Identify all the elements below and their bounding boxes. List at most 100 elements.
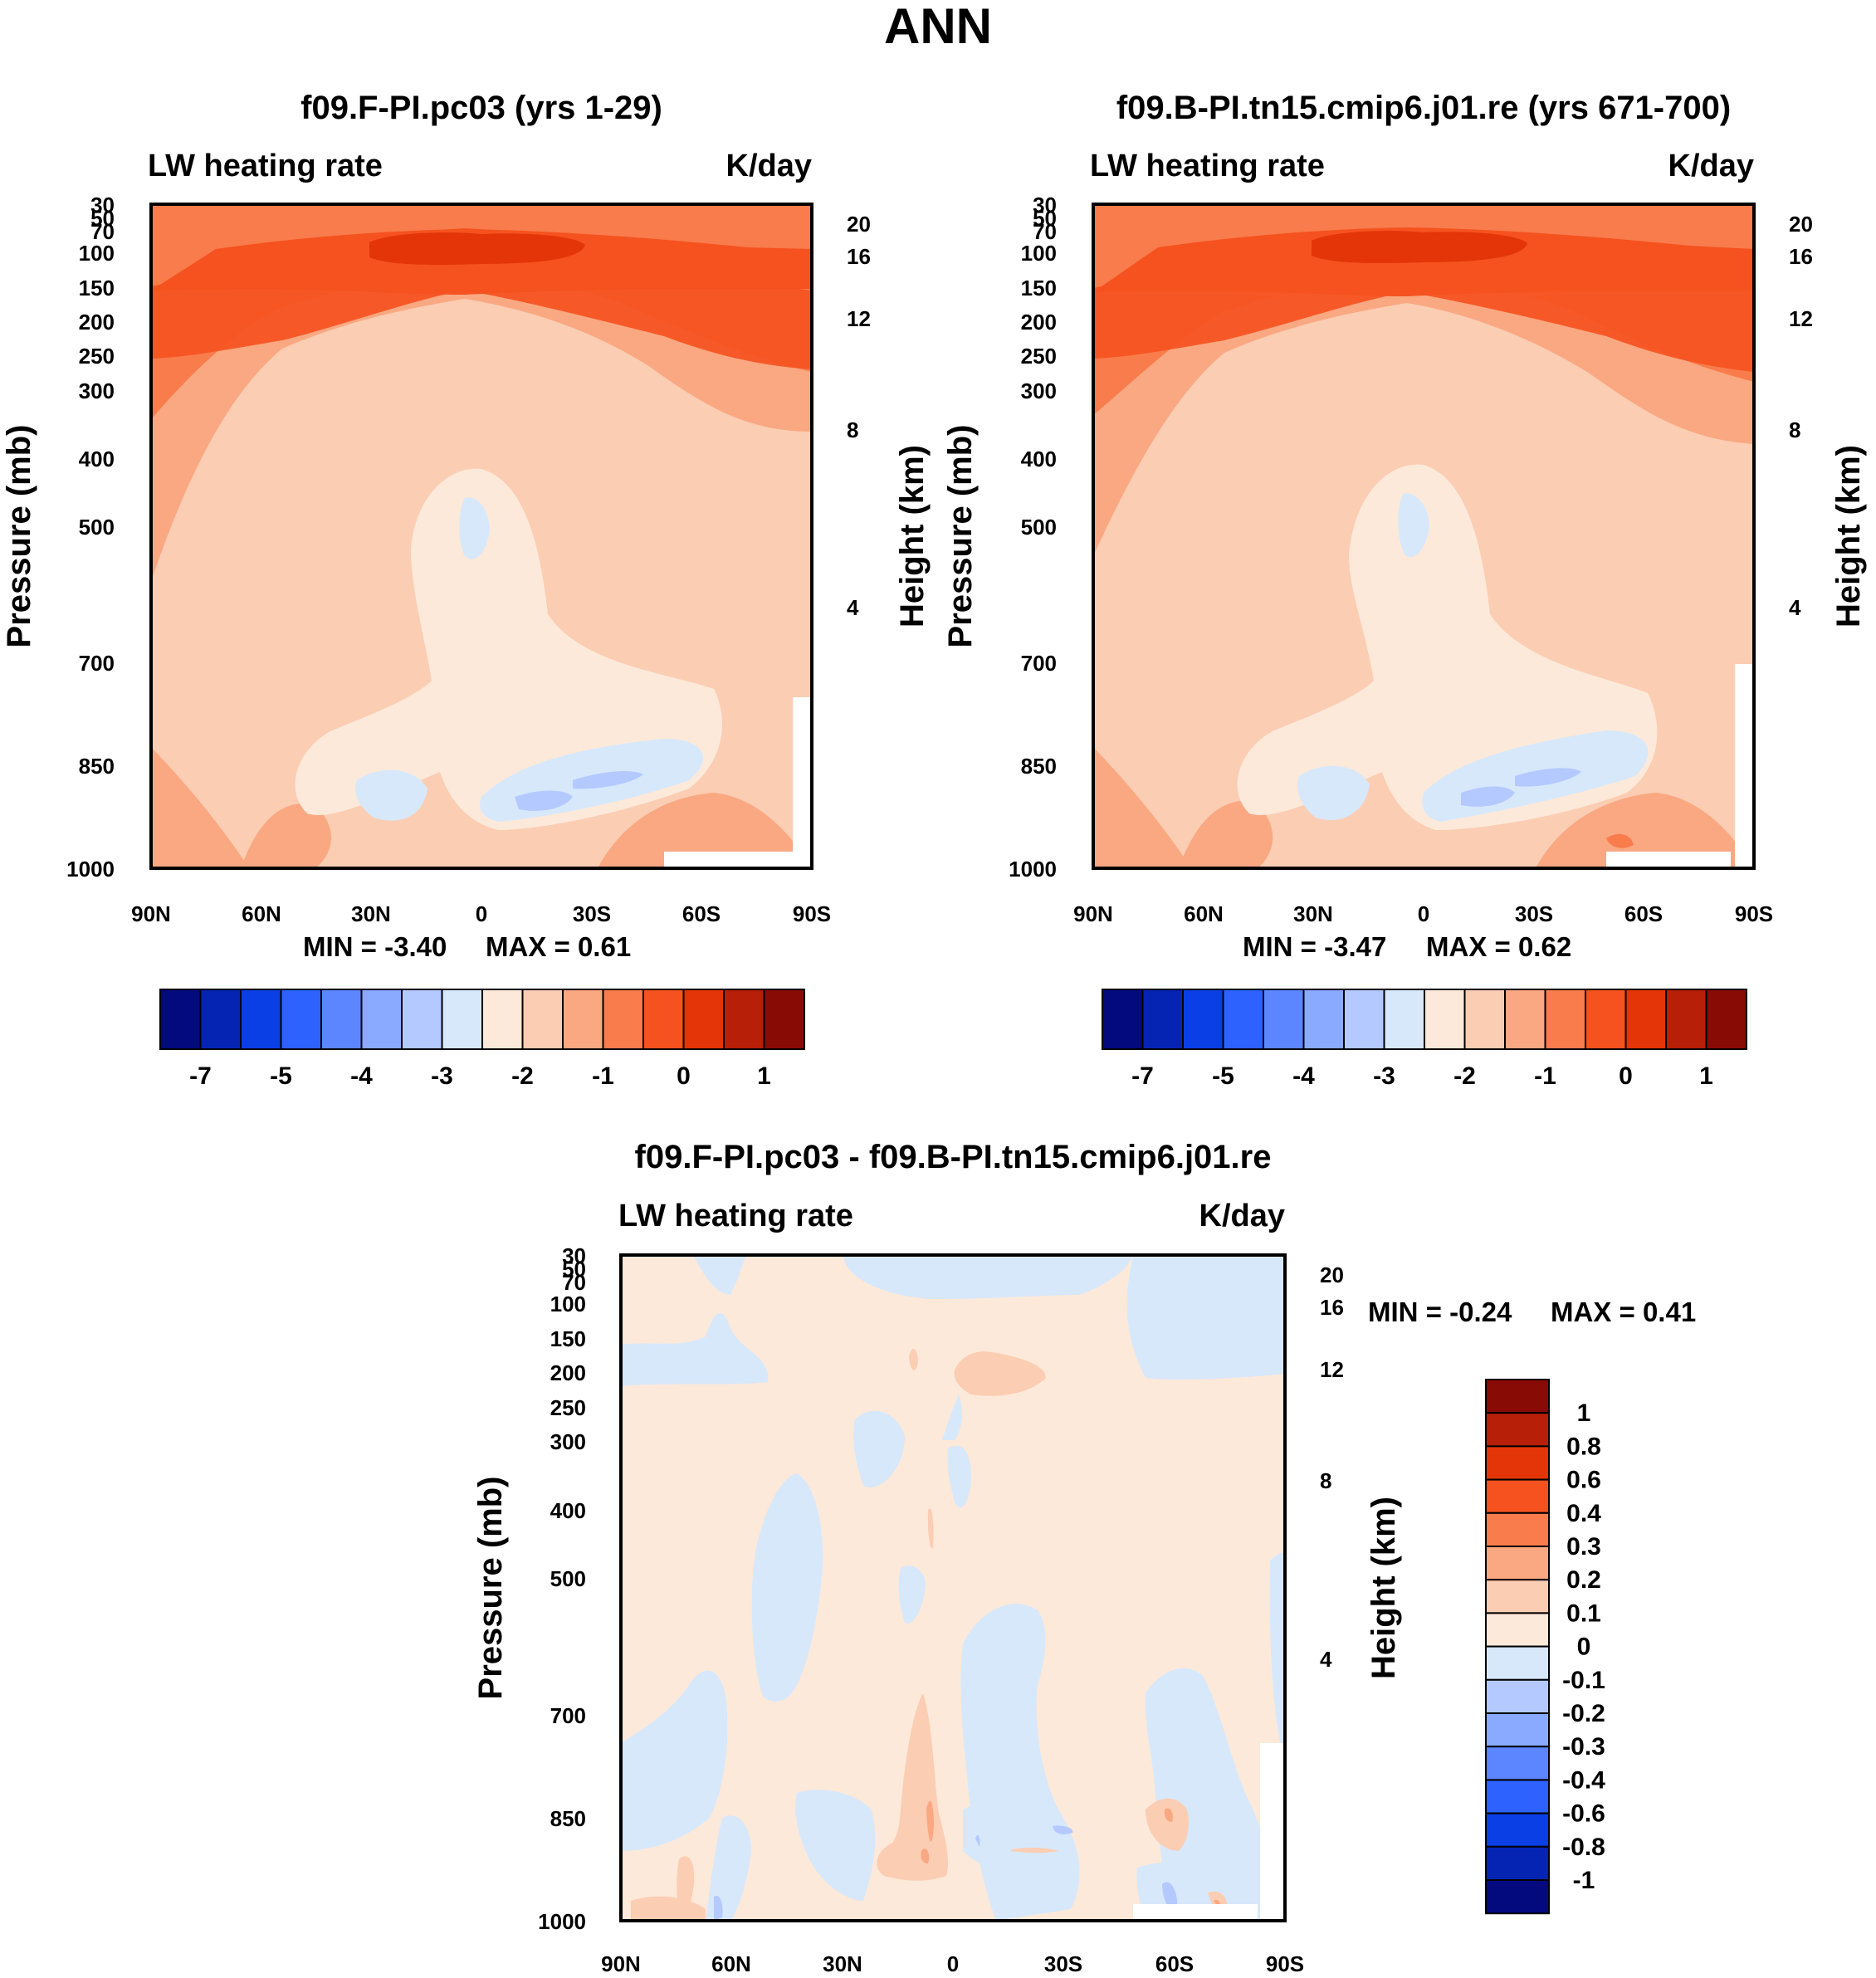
colorbar-swatch: [1485, 1712, 1550, 1748]
colorbar-swatch: [1504, 989, 1546, 1050]
colorbar-label: -0.8: [1562, 1834, 1605, 1861]
contour-band: [1053, 1825, 1073, 1834]
contour-band: [1093, 204, 1754, 291]
height-tick-label: 16: [1789, 244, 1813, 269]
x-tick-label: 90N: [601, 1951, 641, 1976]
contour-band: [1269, 1552, 1285, 1760]
colorbar-label: 1: [1577, 1399, 1591, 1427]
y-axis-title: Pressure (mb): [1, 425, 37, 648]
colorbar-swatch: [360, 989, 403, 1050]
colorbar-swatch: [441, 989, 483, 1050]
colorbar-swatch: [1485, 1612, 1550, 1648]
x-tick-label: 90S: [1266, 1951, 1304, 1976]
x-tick-label: 30N: [823, 1951, 862, 1976]
y-tick-label: 200: [1021, 310, 1057, 335]
missing-data: [1606, 852, 1731, 868]
missing-data: [1133, 1904, 1258, 1921]
colorbar-swatch: [642, 989, 685, 1050]
x-tick-label: 60S: [1155, 1951, 1194, 1976]
contour-field: [621, 1255, 1285, 1921]
y-tick-label: 850: [1021, 754, 1057, 779]
colorbar-swatch: [1485, 1645, 1550, 1681]
colorbar-label: 0: [1577, 1634, 1591, 1661]
contour-band: [151, 747, 249, 868]
x-tick-label: 60N: [1184, 901, 1224, 926]
x-tick-label: 0: [1418, 901, 1429, 926]
min-value: MIN = -0.24: [1368, 1297, 1512, 1327]
height-tick-label: 16: [847, 244, 871, 269]
colorbar-swatch: [1485, 1779, 1550, 1814]
x-tick-label: 0: [476, 901, 487, 926]
x-tick-label: 60N: [242, 901, 281, 926]
contour-band: [1145, 1668, 1285, 1921]
x-tick-label: 90S: [1735, 901, 1773, 926]
y-tick-label: 30: [562, 1243, 586, 1268]
contour-band: [355, 769, 427, 821]
colorbar-swatch: [562, 989, 604, 1050]
height-tick-label: 20: [1320, 1263, 1344, 1287]
colorbar-swatch: [1485, 1879, 1550, 1915]
panel-experiment: f09.B-PI.tn15.cmip6.j01.re (yrs 671-700)…: [942, 90, 1867, 1090]
y-tick-label: 250: [79, 344, 115, 369]
colorbar-label: -0.3: [1562, 1733, 1605, 1761]
contour-band: [751, 1473, 823, 1702]
y-tick-label: 30: [90, 193, 115, 217]
y-tick-label: 1000: [66, 857, 115, 882]
contour-band: [459, 497, 490, 559]
y-tick-label: 200: [79, 310, 115, 335]
contour-band: [853, 1410, 905, 1487]
colorbar-label: -0.4: [1562, 1766, 1605, 1794]
y-tick-label: 30: [1033, 193, 1057, 217]
y-tick-label: 100: [79, 241, 115, 266]
y-tick-label: 100: [550, 1292, 586, 1316]
x-tick-label: 30S: [1044, 1951, 1082, 1976]
contour-band: [1179, 800, 1273, 868]
y-tick-label: 70: [90, 219, 115, 244]
y-axis-ticks: 30 50 70 100 150 200 250 300 400 500 700…: [66, 193, 115, 882]
y-tick-label: 150: [1021, 276, 1057, 300]
x-tick-label: 0: [947, 1951, 959, 1976]
contour-band: [1146, 1798, 1189, 1851]
colorbar-swatch: [320, 989, 363, 1050]
plot-frame: [619, 1253, 1287, 1922]
contour-band: [1164, 1808, 1173, 1822]
contour-band: [631, 1896, 706, 1921]
height-tick-label: 12: [847, 306, 871, 331]
colorbar-swatch: [481, 989, 524, 1050]
colorbar-label: -1: [1534, 1062, 1556, 1090]
colorbar-label: -5: [270, 1062, 292, 1090]
colorbar-swatch: [199, 989, 242, 1050]
y-tick-label: 400: [1021, 447, 1057, 471]
x-tick-label: 30S: [1515, 901, 1553, 926]
y-tick-label: 300: [1021, 379, 1057, 403]
colorbar-label: -0.6: [1562, 1800, 1605, 1828]
y-axis-title: Pressure (mb): [472, 1477, 509, 1700]
y-axis-right-ticks: 20 16 12 8 4: [1789, 212, 1813, 620]
colorbar-swatch: [1182, 989, 1224, 1050]
y-tick-label: 1000: [538, 1909, 586, 1934]
contour-band: [621, 1312, 769, 1386]
colorbar-label: 0.3: [1566, 1533, 1601, 1560]
panel-difference: f09.F-PI.pc03 - f09.B-PI.tn15.cmip6.j01.…: [472, 1139, 1696, 1976]
plot-frame: [1092, 203, 1756, 870]
y-tick-label: 250: [550, 1395, 586, 1420]
contour-band: [1312, 231, 1527, 264]
units-label: K/day: [1668, 149, 1754, 183]
y-axis-right-title: Height (km): [1830, 445, 1867, 628]
colorbar-swatch: [401, 989, 443, 1050]
colorbar-swatch: [1383, 989, 1425, 1050]
variable-label: LW heating rate: [148, 149, 383, 183]
y-tick-label: 70: [562, 1270, 586, 1295]
colorbar-swatch: [1485, 1546, 1550, 1581]
colorbar-swatch: [1544, 989, 1586, 1050]
y-axis-ticks: 30 50 70 100 150 200 250 300 400 500 700…: [1009, 193, 1057, 882]
y-tick-label: 400: [550, 1498, 586, 1523]
x-tick-label: 90N: [131, 901, 171, 926]
y-axis-right-ticks: 20 16 12 8 4: [1320, 1263, 1344, 1672]
height-tick-label: 4: [847, 595, 859, 620]
colorbar-label: -1: [1573, 1867, 1595, 1894]
colorbar-swatch: [1485, 1478, 1550, 1514]
contour-band: [515, 790, 573, 811]
plot-frame: [149, 203, 813, 870]
contour-band: [1237, 464, 1658, 830]
